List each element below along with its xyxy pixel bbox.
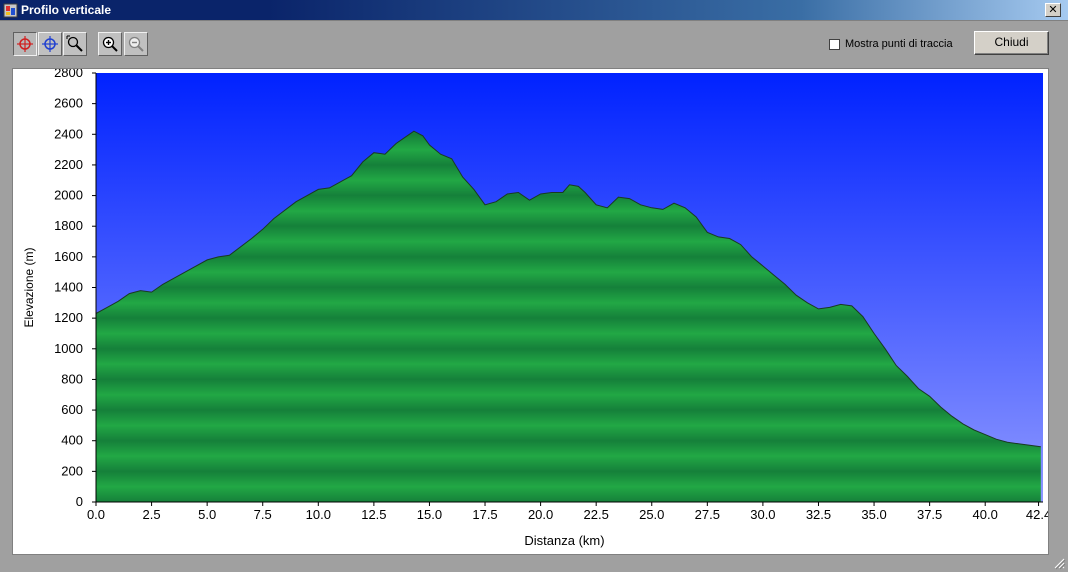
zoom-in-icon <box>102 36 118 52</box>
app-icon <box>3 3 18 18</box>
magnifier-select-tool-button[interactable] <box>63 32 87 56</box>
blue-crosshair-tool-button[interactable] <box>38 32 62 56</box>
x-tick-label: 12.5 <box>361 507 386 522</box>
y-tick-label: 2800 <box>54 69 83 80</box>
x-tick-label: 7.5 <box>254 507 272 522</box>
y-tick-label: 2200 <box>54 157 83 172</box>
resize-grip-icon[interactable] <box>1052 556 1066 570</box>
x-tick-label: 0.0 <box>87 507 105 522</box>
x-tick-label: 27.5 <box>695 507 720 522</box>
zoom-out-tool-button[interactable] <box>124 32 148 56</box>
blue-crosshair-icon <box>42 36 58 52</box>
y-tick-label: 1800 <box>54 218 83 233</box>
window-close-button[interactable]: ✕ <box>1045 3 1061 17</box>
y-tick-label: 1400 <box>54 280 83 295</box>
x-tick-label: 32.5 <box>806 507 831 522</box>
y-tick-label: 1600 <box>54 249 83 264</box>
y-tick-label: 1000 <box>54 341 83 356</box>
x-tick-label: 30.0 <box>750 507 775 522</box>
x-tick-label: 25.0 <box>639 507 664 522</box>
window-title: Profilo verticale <box>21 3 112 17</box>
y-tick-label: 1200 <box>54 310 83 325</box>
x-tick-label: 40.0 <box>973 507 998 522</box>
zoom-out-icon <box>128 36 144 52</box>
elevation-area <box>96 131 1041 502</box>
y-tick-label: 800 <box>61 371 83 386</box>
y-tick-label: 2000 <box>54 188 83 203</box>
y-tick-label: 2600 <box>54 96 83 111</box>
elevation-chart-panel: 0 200 400 600 800 1000 1200 1400 1600 1800 2000 220… <box>12 68 1049 555</box>
x-tick-label: 10.0 <box>306 507 331 522</box>
x-tick-label: 5.0 <box>198 507 216 522</box>
y-tick-label: 400 <box>61 433 83 448</box>
x-tick-label: 35.0 <box>861 507 886 522</box>
elevation-profile-chart: 0 200 400 600 800 1000 1200 1400 1600 1800 2000 220… <box>22 69 1048 548</box>
show-track-points-checkbox[interactable] <box>829 39 840 50</box>
zoom-in-tool-button[interactable] <box>98 32 122 56</box>
close-button[interactable]: Chiudi <box>974 31 1049 55</box>
red-crosshair-icon <box>17 36 33 52</box>
elevation-outline <box>95 130 1041 448</box>
x-tick-label: 15.0 <box>417 507 442 522</box>
title-bar: Profilo verticale ✕ <box>0 0 1068 21</box>
y-tick-label: 2400 <box>54 126 83 141</box>
x-tick-label: 17.5 <box>472 507 497 522</box>
y-axis-label: Elevazione (m) <box>22 247 36 327</box>
y-tick-label: 0 <box>76 494 83 509</box>
show-track-points-label: Mostra punti di traccia <box>845 38 953 50</box>
red-crosshair-tool-button[interactable] <box>13 32 37 56</box>
y-tick-label: 200 <box>61 463 83 478</box>
x-tick-label: 22.5 <box>584 507 609 522</box>
magnifier-select-icon <box>66 35 83 52</box>
x-tick-label: 37.5 <box>917 507 942 522</box>
x-tick-label: 42.4 <box>1026 507 1048 522</box>
x-tick-label: 20.0 <box>528 507 553 522</box>
x-axis-label: Distanza (km) <box>524 533 604 548</box>
x-tick-label: 2.5 <box>143 507 161 522</box>
y-tick-label: 600 <box>61 402 83 417</box>
